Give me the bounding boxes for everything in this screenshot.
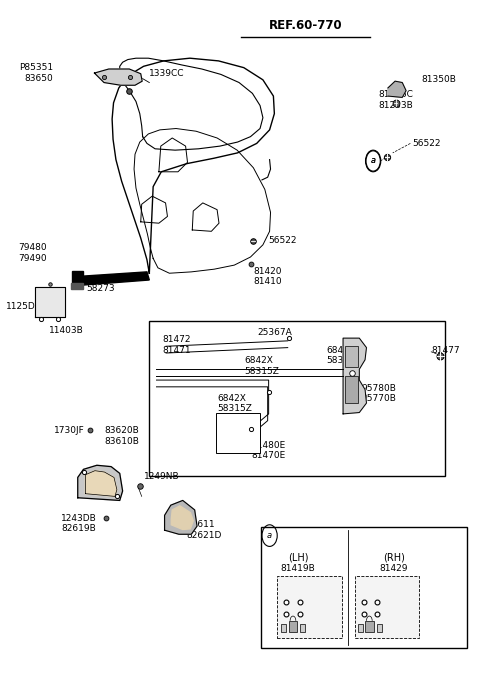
Text: 81472
81471: 81472 81471 [163,335,192,354]
Bar [149,320,445,476]
Text: 81480E
81470E: 81480E 81470E [252,441,286,460]
Polygon shape [75,272,149,285]
Text: 11403B: 11403B [49,325,84,335]
Bar [377,623,382,631]
Bar [288,621,297,631]
Text: (LH): (LH) [288,552,309,562]
Bar [262,528,467,648]
Text: 81419B: 81419B [281,564,315,572]
Bar [345,346,359,367]
Text: 83620B
83610B: 83620B 83610B [104,426,139,446]
Text: 81350B: 81350B [421,75,456,84]
Text: REF.60-770: REF.60-770 [269,19,343,32]
Text: 25367A: 25367A [257,328,292,337]
Text: a: a [267,531,272,540]
Polygon shape [343,338,366,414]
Text: 58273: 58273 [86,285,115,293]
Polygon shape [78,465,122,500]
Text: 6842X
58315Z: 6842X 58315Z [326,346,361,365]
Bar [300,623,305,631]
Text: 6842X
58315Z: 6842X 58315Z [217,394,252,414]
Text: 1125DE: 1125DE [6,302,42,311]
Polygon shape [35,287,65,316]
Bar [365,621,373,631]
Bar [281,623,286,631]
Polygon shape [95,69,142,86]
Polygon shape [388,81,406,97]
Text: 56522: 56522 [269,236,297,245]
Text: 1243DB
82619B: 1243DB 82619B [61,514,97,533]
Polygon shape [171,506,193,530]
Polygon shape [165,500,197,534]
Text: a: a [371,156,375,166]
Text: 1249NB: 1249NB [144,472,179,481]
Text: a: a [371,156,376,166]
Text: 81477: 81477 [431,346,459,355]
Bar [345,376,359,403]
Bar [71,283,84,289]
Text: P85351
83650: P85351 83650 [19,63,53,83]
Bar [72,270,83,285]
Bar [277,576,342,638]
Text: (RH): (RH) [383,552,405,562]
Text: 1339CC: 1339CC [149,69,185,77]
Text: 82611
82621D: 82611 82621D [187,521,222,540]
Text: 81420
81410: 81420 81410 [253,267,282,287]
Text: 6842X
58315Z: 6842X 58315Z [245,356,280,375]
Text: 81456C
81233B: 81456C 81233B [378,90,413,110]
Bar [355,576,419,638]
Bar [216,413,260,453]
Bar [359,623,363,631]
Polygon shape [85,471,117,496]
Text: 81429: 81429 [379,564,408,572]
Text: 1730JF: 1730JF [54,426,84,435]
Text: 95780B
95770B: 95780B 95770B [362,384,396,403]
Text: 79480
79490: 79480 79490 [19,243,47,263]
Text: 56522: 56522 [412,139,440,148]
